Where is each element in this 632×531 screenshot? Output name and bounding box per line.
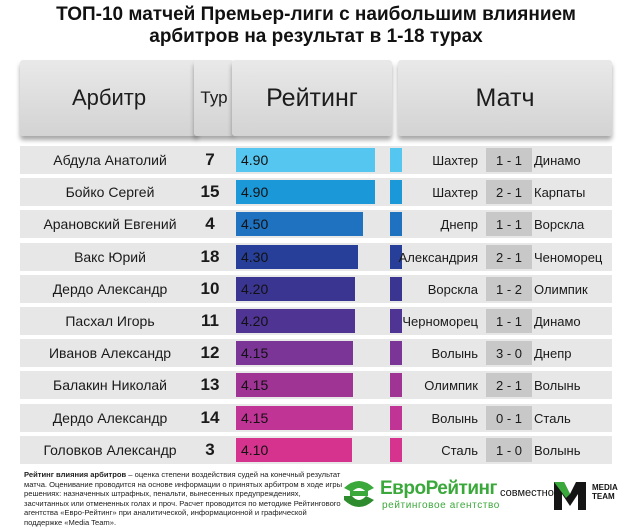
rating-bar: 4.20 (236, 309, 355, 333)
away-team: Динамо (534, 152, 581, 168)
footnote-text: – оценка степени воздействия судей на ко… (24, 470, 343, 527)
rating-value-label: 4.30 (241, 249, 269, 265)
away-team: Олимпик (534, 281, 588, 297)
away-team: Динамо (534, 313, 581, 329)
match-score: 2 - 1 (486, 373, 532, 397)
away-team: Ченоморец (534, 249, 603, 265)
rating-value-label: 4.15 (241, 410, 269, 426)
tour-number: 3 (205, 440, 215, 459)
rating-bar: 4.15 (236, 341, 353, 365)
tour-number: 4 (205, 214, 215, 233)
match-score: 2 - 1 (486, 245, 532, 269)
away-team: Волынь (534, 377, 581, 393)
referee-name: Дердо Александр (52, 281, 168, 297)
home-team: Сталь (441, 442, 478, 458)
title-line-2: арбитров на результат в 1-18 турах (149, 26, 483, 47)
rating-value-label: 4.15 (241, 345, 269, 361)
home-team: Днепр (440, 216, 478, 232)
footnote-term: Рейтинг влияния арбитров (24, 470, 127, 479)
match-color-marker (390, 373, 402, 397)
tour-number: 14 (200, 408, 220, 427)
rating-value-label: 4.10 (241, 442, 269, 458)
eurorating-logo-icon (344, 481, 374, 507)
rating-value-label: 4.50 (241, 216, 269, 232)
home-team: Черноморец (402, 313, 478, 329)
match-score: 1 - 0 (486, 438, 532, 462)
away-team: Карпаты (534, 184, 586, 200)
chart-title: ТОП-10 матчей Премьер-лиги с наибольшим … (0, 4, 632, 48)
brand-name: ЕвроРейтинг (380, 478, 497, 499)
referee-name: Абдула Анатолий (53, 152, 167, 168)
tour-number: 7 (205, 150, 215, 169)
referee-name: Пасхал Игорь (65, 313, 155, 329)
home-team: Александрия (398, 249, 478, 265)
together-with-label: совместно с (500, 487, 563, 499)
referee-name: Балакин Николай (53, 377, 167, 393)
media-team-logo-icon (554, 482, 586, 510)
rating-bar: 4.10 (236, 438, 352, 462)
match-color-marker (390, 277, 402, 301)
match-color-marker (390, 212, 402, 236)
rating-bar: 4.90 (236, 148, 375, 172)
header-tour: Тур (194, 60, 234, 136)
referee-name: Вакс Юрий (74, 249, 146, 265)
match-color-marker (390, 438, 402, 462)
referee-name: Иванов Александр (48, 345, 172, 361)
rating-value-label: 4.20 (241, 281, 269, 297)
away-team: Сталь (534, 410, 571, 426)
away-team: Днепр (534, 345, 572, 361)
brand-subtitle: рейтинговое агентство (382, 500, 500, 511)
tour-number: 11 (201, 311, 219, 330)
match-color-marker (390, 148, 402, 172)
home-team: Ворскла (427, 281, 478, 297)
media-team-label: MEDIA TEAM (592, 483, 618, 501)
home-team: Олимпик (424, 377, 478, 393)
rating-bar: 4.15 (236, 373, 353, 397)
rating-value-label: 4.20 (241, 313, 269, 329)
rating-value-label: 4.90 (241, 152, 269, 168)
match-color-marker (390, 309, 402, 333)
rating-bar: 4.15 (236, 406, 353, 430)
rating-value-label: 4.15 (241, 377, 269, 393)
match-score: 1 - 1 (486, 212, 532, 236)
rating-bar: 4.30 (236, 245, 358, 269)
match-color-marker (390, 341, 402, 365)
rating-bar: 4.90 (236, 180, 375, 204)
match-color-marker (390, 245, 402, 269)
referee-name: Бойко Сергей (65, 184, 155, 200)
away-team: Ворскла (534, 216, 585, 232)
rating-bar: 4.50 (236, 212, 363, 236)
match-color-marker (390, 406, 402, 430)
header-match: Матч (398, 60, 612, 136)
match-score: 0 - 1 (486, 406, 532, 430)
match-score: 1 - 1 (486, 309, 532, 333)
match-color-marker (390, 180, 402, 204)
referee-name: Головков Александр (43, 442, 177, 458)
match-score: 1 - 2 (486, 277, 532, 301)
home-team: Шахтер (432, 152, 478, 168)
header-rating: Рейтинг (232, 60, 392, 136)
match-score: 1 - 1 (486, 148, 532, 172)
away-team: Волынь (534, 442, 581, 458)
match-score: 2 - 1 (486, 180, 532, 204)
rating-value-label: 4.90 (241, 184, 269, 200)
tour-number: 15 (200, 182, 220, 201)
tour-number: 13 (200, 375, 220, 394)
referee-name: Арановский Евгений (43, 216, 177, 232)
tour-number: 12 (200, 343, 220, 362)
tour-number: 18 (200, 247, 220, 266)
rating-bar: 4.20 (236, 277, 355, 301)
home-team: Волынь (431, 345, 479, 361)
header-referee: Арбитр (20, 60, 198, 136)
match-score: 3 - 0 (486, 341, 532, 365)
footnote: Рейтинг влияния арбитров – оценка степен… (24, 470, 344, 528)
home-team: Шахтер (432, 184, 478, 200)
home-team: Волынь (431, 410, 479, 426)
tour-number: 10 (200, 279, 220, 298)
referee-name: Дердо Александр (52, 410, 168, 426)
title-line-1: ТОП-10 матчей Премьер-лиги с наибольшим … (56, 4, 576, 25)
